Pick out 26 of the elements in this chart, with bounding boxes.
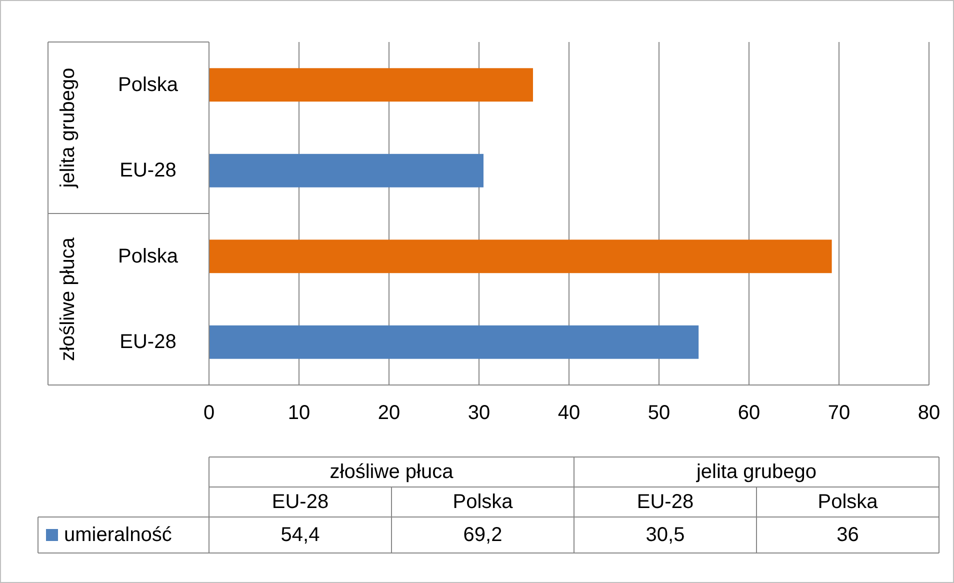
x-tick-label: 70	[828, 402, 850, 424]
text: jelita grubego	[695, 461, 817, 483]
category-label: Polska	[818, 491, 878, 513]
y-tick-label: EU-28	[120, 331, 176, 354]
x-tick-label: 30	[468, 402, 490, 424]
text: złośliwe płuca	[57, 238, 79, 361]
text: 54,4	[280, 524, 320, 546]
category-label: Polska	[452, 491, 513, 513]
x-tick-label: 60	[738, 402, 760, 424]
x-tick-label: 20	[378, 402, 400, 424]
category-label: EU-28	[636, 491, 694, 513]
text: 69,2	[463, 524, 502, 546]
x-tick-label: 40	[558, 402, 580, 424]
y-tick-label: Polska	[118, 245, 179, 268]
y-tick-label: Polska	[118, 74, 179, 96]
text: 30,5	[646, 524, 685, 546]
legend-label: umieralność	[64, 524, 172, 546]
x-tick-label: 10	[288, 402, 310, 424]
x-tick-label: 80	[918, 402, 940, 424]
text: jelita grubego	[57, 68, 79, 188]
x-tick-label: 0	[203, 402, 215, 424]
y-tick-label: EU-28	[120, 160, 176, 182]
category-label: EU-28	[272, 491, 329, 513]
x-tick-label: 50	[648, 402, 670, 424]
text: 36	[836, 524, 859, 546]
text: złośliwe płuca	[330, 461, 454, 483]
